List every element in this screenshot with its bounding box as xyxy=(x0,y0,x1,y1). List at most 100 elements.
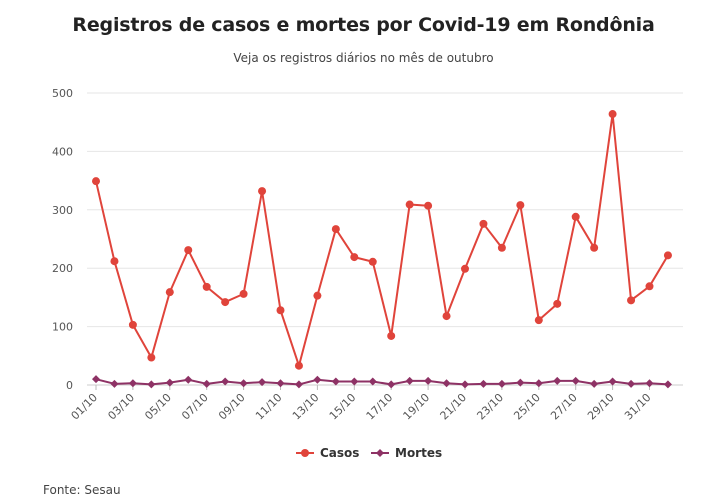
data-point-casos xyxy=(387,331,396,340)
data-point-casos xyxy=(442,312,451,321)
data-point-casos xyxy=(331,225,340,234)
legend-item-casos[interactable]: Casos xyxy=(296,446,359,460)
data-point-mortes xyxy=(331,377,340,386)
data-point-mortes xyxy=(516,378,525,387)
data-point-mortes xyxy=(405,376,414,385)
x-tick-label: 07/10 xyxy=(179,391,211,423)
legend-item-mortes[interactable]: Mortes xyxy=(371,446,442,460)
legend-label: Mortes xyxy=(395,446,442,460)
data-point-casos xyxy=(405,200,414,209)
data-point-mortes xyxy=(147,380,156,389)
data-point-casos xyxy=(645,282,654,291)
data-point-mortes xyxy=(92,375,100,384)
data-point-mortes xyxy=(627,379,636,388)
x-tick-label: 13/10 xyxy=(290,391,322,423)
x-tick-label: 27/10 xyxy=(548,391,580,423)
data-point-casos xyxy=(590,243,599,252)
data-point-mortes xyxy=(239,379,248,388)
chart-title: Registros de casos e mortes por Covid-19… xyxy=(72,14,655,36)
data-point-casos xyxy=(184,246,193,255)
x-tick-label: 05/10 xyxy=(142,391,174,423)
source-note: Fonte: Sesau xyxy=(43,483,121,497)
data-point-mortes xyxy=(110,379,119,388)
data-point-casos xyxy=(147,353,156,362)
data-point-mortes xyxy=(202,379,211,388)
data-point-mortes xyxy=(663,380,672,389)
x-tick-label: 11/10 xyxy=(253,391,285,423)
data-point-casos xyxy=(221,298,230,307)
legend-label: Casos xyxy=(320,446,359,460)
y-tick-label: 300 xyxy=(52,204,73,217)
x-tick-label: 17/10 xyxy=(364,391,396,423)
data-point-mortes xyxy=(461,380,469,389)
data-point-casos xyxy=(165,288,174,297)
data-point-casos xyxy=(276,306,285,315)
data-point-mortes xyxy=(350,377,359,386)
data-point-mortes xyxy=(165,378,174,387)
y-tick-label: 200 xyxy=(52,262,73,275)
x-tick-label: 31/10 xyxy=(622,391,654,423)
data-point-mortes xyxy=(553,376,562,385)
x-tick-label: 23/10 xyxy=(474,391,506,423)
data-point-casos xyxy=(258,187,267,196)
data-point-mortes xyxy=(571,376,580,385)
x-axis: 01/10 03/10 05/10 07/10 09/10 11/10 13/10 15/10… xyxy=(69,385,654,423)
series-line-mortes xyxy=(95,378,669,386)
data-point-casos xyxy=(479,219,488,228)
data-point-casos xyxy=(516,201,525,210)
x-tick-label: 29/10 xyxy=(585,391,617,423)
data-point-mortes xyxy=(184,375,193,384)
data-point-mortes xyxy=(424,376,433,385)
data-point-casos xyxy=(350,253,359,262)
x-tick-label: 15/10 xyxy=(327,391,359,423)
y-axis-ticks: 0 100 200 300 400 500 xyxy=(52,87,73,392)
data-point-mortes xyxy=(590,379,599,388)
data-point-casos xyxy=(608,110,617,119)
data-point-casos xyxy=(424,201,433,210)
y-tick-label: 500 xyxy=(52,87,73,100)
series-group xyxy=(92,110,672,389)
data-point-mortes xyxy=(442,379,451,388)
x-tick-label: 03/10 xyxy=(105,391,137,423)
data-point-mortes xyxy=(276,379,285,388)
data-point-mortes xyxy=(221,377,230,386)
x-tick-label: 09/10 xyxy=(216,391,248,423)
data-point-casos xyxy=(571,212,580,221)
x-tick-label: 19/10 xyxy=(401,391,433,423)
data-point-casos xyxy=(110,257,119,266)
x-tick-label: 01/10 xyxy=(69,391,101,423)
data-point-mortes xyxy=(368,377,377,386)
legend-marker-diamond xyxy=(376,449,384,457)
data-point-casos xyxy=(294,361,303,370)
y-tick-label: 100 xyxy=(52,321,73,334)
data-point-mortes xyxy=(258,378,267,387)
y-tick-label: 0 xyxy=(66,379,73,392)
data-point-mortes xyxy=(294,380,303,389)
x-tick-label: 21/10 xyxy=(438,391,470,423)
data-point-mortes xyxy=(313,375,322,384)
data-point-casos xyxy=(497,243,506,252)
y-tick-label: 400 xyxy=(52,145,73,158)
data-point-mortes xyxy=(128,379,137,388)
legend-marker-circle xyxy=(301,449,309,457)
data-point-casos xyxy=(627,296,636,305)
data-point-mortes xyxy=(645,379,654,388)
data-point-casos xyxy=(239,289,248,298)
data-point-casos xyxy=(534,316,543,325)
data-point-casos xyxy=(368,257,377,266)
data-point-mortes xyxy=(497,379,506,388)
x-tick-label: 25/10 xyxy=(511,391,543,423)
data-point-casos xyxy=(663,251,672,260)
data-point-casos xyxy=(461,264,469,273)
data-point-mortes xyxy=(479,379,488,388)
data-point-casos xyxy=(128,320,137,329)
data-point-casos xyxy=(92,177,100,186)
grid-lines xyxy=(87,92,683,386)
data-point-casos xyxy=(313,291,322,300)
chart-subtitle: Veja os registros diários no mês de outu… xyxy=(233,51,494,65)
legend[interactable]: Casos Mortes xyxy=(296,446,442,460)
data-point-mortes xyxy=(387,380,396,389)
data-point-mortes xyxy=(608,377,617,386)
data-point-mortes xyxy=(534,379,543,388)
